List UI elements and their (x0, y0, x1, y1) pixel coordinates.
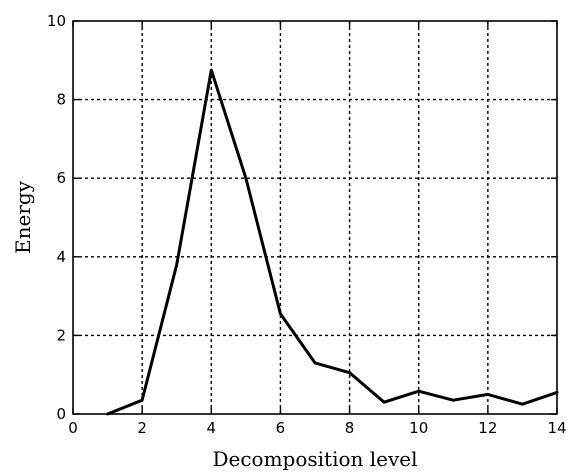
x-tick-label: 0 (68, 419, 78, 437)
x-tick-label: 6 (276, 419, 286, 437)
tick-marks (72, 20, 558, 415)
x-tick-label: 2 (137, 419, 147, 437)
y-tick-label: 8 (56, 91, 66, 109)
series-line (106, 68, 559, 416)
x-axis-title: Decomposition level (212, 447, 417, 471)
y-tick-label: 10 (47, 12, 66, 30)
x-tick-label: 8 (345, 419, 355, 437)
y-tick-label: 2 (56, 326, 66, 344)
y-tick-label: 0 (56, 405, 66, 423)
plot-frame (72, 20, 558, 415)
x-tick-label: 12 (478, 419, 497, 437)
x-tick-label: 10 (409, 419, 428, 437)
y-tick-labels: 0 2 4 6 8 10 (47, 12, 66, 423)
y-axis-title: Energy (11, 180, 35, 254)
x-tick-labels: 0 2 4 6 8 10 12 14 (68, 419, 566, 437)
series-layer (106, 68, 559, 416)
x-tick-label: 4 (207, 419, 217, 437)
x-tick-label: 14 (547, 419, 566, 437)
grid (73, 21, 557, 414)
y-tick-label: 6 (56, 169, 66, 187)
y-tick-label: 4 (56, 248, 66, 266)
